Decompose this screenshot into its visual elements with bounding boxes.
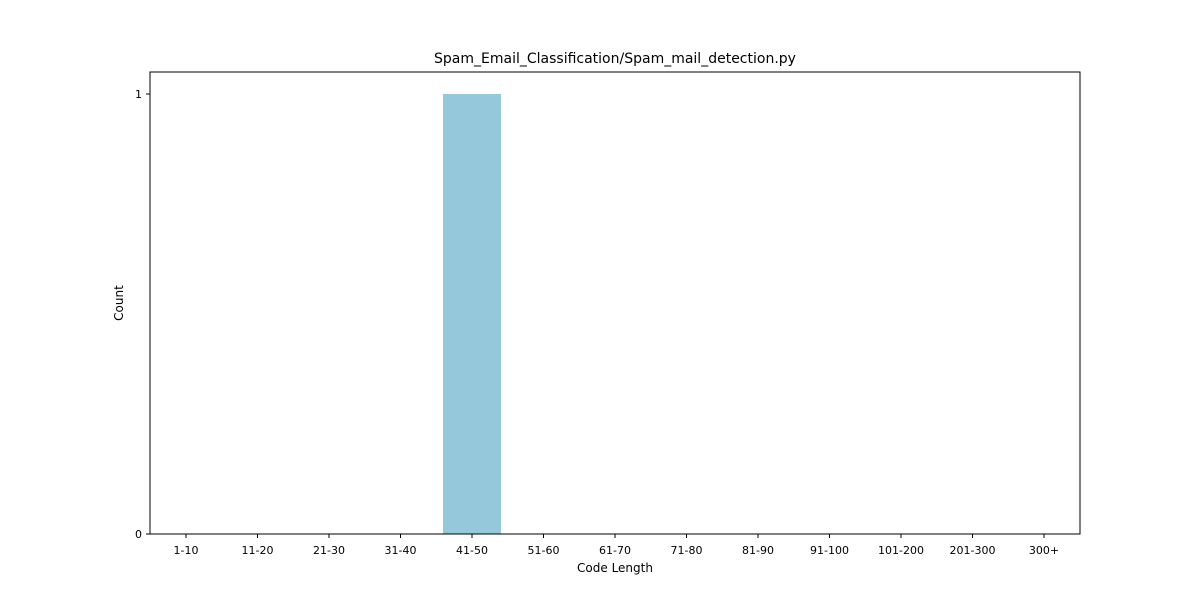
x-tick-label: 71-80 [671, 544, 703, 557]
y-tick-label: 0 [135, 528, 142, 541]
x-tick-label: 11-20 [242, 544, 274, 557]
x-tick-label: 51-60 [528, 544, 560, 557]
x-tick-label: 101-200 [878, 544, 924, 557]
x-tick-label: 41-50 [456, 544, 488, 557]
x-tick-label: 300+ [1029, 544, 1059, 557]
bars-layer [443, 94, 501, 534]
x-tick-label: 91-100 [810, 544, 849, 557]
y-axis-label: Count [112, 285, 126, 321]
x-axis-label: Code Length [577, 561, 653, 575]
y-tick-label: 1 [135, 88, 142, 101]
x-tick-label: 61-70 [599, 544, 631, 557]
x-tick-label: 201-300 [950, 544, 996, 557]
x-tick-label: 1-10 [174, 544, 199, 557]
plot-area-frame [149, 71, 1081, 535]
x-axis-ticks: 1-10 11-20 21-30 31-40 41-50 51-60 61-70 71-80 8… [174, 534, 1059, 557]
chart-title: Spam_Email_Classification/Spam_mail_dete… [434, 51, 796, 67]
bar [443, 94, 501, 534]
x-tick-label: 21-30 [313, 544, 345, 557]
y-axis-ticks: 01 [135, 88, 150, 541]
x-tick-label: 31-40 [385, 544, 417, 557]
x-tick-label: 81-90 [742, 544, 774, 557]
